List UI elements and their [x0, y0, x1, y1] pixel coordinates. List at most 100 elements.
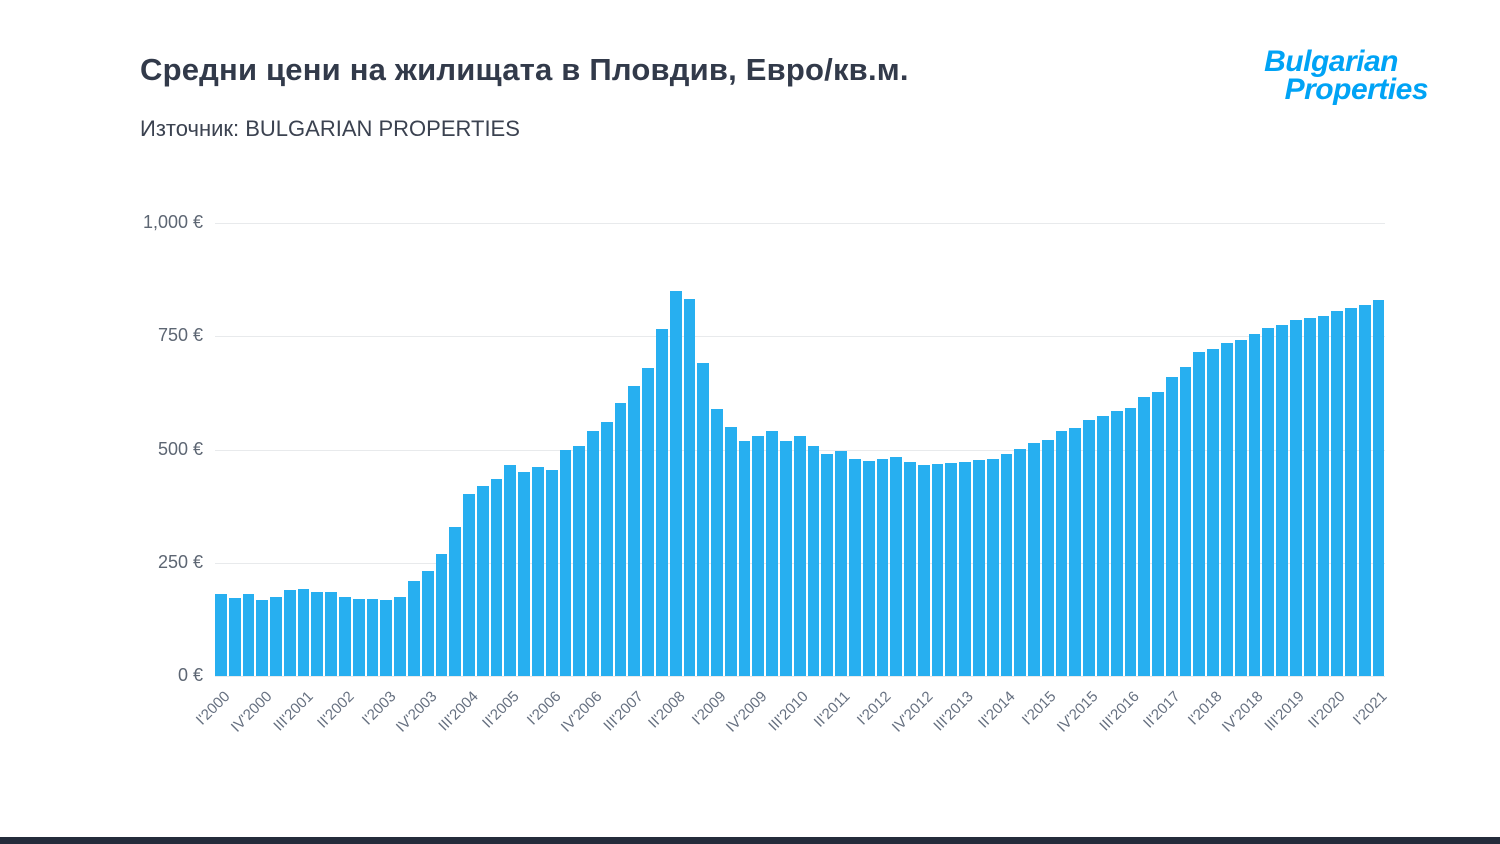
x-slot: I'2021 — [1350, 676, 1391, 771]
bar-IV'2014 — [1028, 442, 1040, 676]
bar-IV'2001 — [311, 592, 324, 676]
y-axis-label: 500 € — [157, 438, 203, 459]
bar-IV'2009 — [752, 435, 765, 676]
bar-IV'2017 — [1193, 352, 1206, 676]
bar-I'2010 — [766, 431, 779, 676]
bar-II'2013 — [945, 463, 958, 676]
bar-II'2015 — [1055, 431, 1068, 676]
x-slot: I'2012 — [854, 676, 895, 771]
bar-IV'2016 — [1138, 397, 1151, 676]
x-slot: II'2002 — [314, 676, 358, 771]
bar-I'2017 — [1152, 391, 1164, 676]
x-slot: III'2010 — [766, 676, 812, 771]
x-slot: II'2017 — [1140, 676, 1184, 771]
bar-I'2013 — [931, 464, 944, 676]
bar-II'2005 — [504, 465, 517, 676]
x-axis: I'2000 IV'2000 III'2001 II'2002 I'2003 IV'200… — [193, 676, 1391, 771]
bar-I'2011 — [821, 454, 834, 676]
bar-I'2016 — [1097, 415, 1109, 676]
x-slot: IV'2000 — [228, 676, 276, 771]
bar-IV'2013 — [972, 460, 985, 676]
x-slot — [683, 676, 697, 771]
gridline — [215, 223, 1385, 224]
x-slot: II'2005 — [479, 676, 523, 771]
bar-II'2007 — [614, 403, 627, 676]
footer-strip — [0, 837, 1500, 844]
bar-III'2010 — [793, 435, 806, 676]
x-slot — [1344, 676, 1358, 771]
gridline — [215, 336, 1385, 338]
bar-IV'2011 — [862, 460, 875, 676]
page-title: Средни цени на жилищата в Пловдив, Евро/… — [140, 52, 909, 87]
bar-IV'2002 — [366, 599, 379, 676]
bar-I'2020 — [1317, 315, 1330, 676]
x-slot: IV'2018 — [1219, 676, 1267, 771]
x-slot — [518, 676, 532, 771]
bar-chart: 1,000 € 750 € 500 € 250 € 0 € I'2000 IV'2000 I… — [143, 212, 1391, 771]
bar-IV'2008 — [697, 363, 710, 676]
x-slot: II'2014 — [975, 676, 1019, 771]
bar-II'2012 — [890, 457, 903, 676]
bar-III'2004 — [463, 493, 475, 676]
logo-line-2: Properties — [1284, 72, 1429, 106]
bar-I'2004 — [435, 553, 448, 676]
bar-II'2001 — [283, 589, 296, 676]
bar-II'2006 — [559, 449, 572, 676]
bar-IV'2007 — [642, 367, 654, 676]
bar-I'2000 — [215, 594, 227, 676]
x-slot: II'2008 — [645, 676, 689, 771]
x-slot: III'2001 — [270, 676, 316, 771]
x-slot: III'2016 — [1096, 676, 1142, 771]
bar-IV'2019 — [1303, 318, 1316, 676]
bar-II'2003 — [394, 596, 406, 676]
bar-IV'2006 — [587, 431, 599, 676]
bar-I'2008 — [656, 329, 668, 676]
bar-III'2012 — [904, 462, 916, 676]
gridline — [215, 676, 1385, 677]
bar-II'2016 — [1110, 411, 1123, 676]
y-axis-label: 0 € — [177, 665, 203, 686]
bar-II'2004 — [449, 526, 462, 676]
bar-III'2014 — [1014, 448, 1027, 676]
bar-II'2000 — [228, 598, 241, 676]
bar-II'2002 — [339, 596, 351, 676]
x-slot: II'2011 — [811, 676, 854, 771]
logo-line-1: Bulgarian — [1264, 45, 1398, 78]
bar-I'2002 — [325, 592, 338, 676]
bar-I'2001 — [270, 596, 282, 676]
x-slot — [353, 676, 367, 771]
bar-III'2018 — [1234, 339, 1247, 676]
chart-header: Средни цени на жилищата в Пловдив, Евро/… — [140, 52, 1040, 142]
bar-I'2003 — [380, 599, 393, 676]
bar-I'2021 — [1372, 300, 1385, 676]
bar-III'2007 — [628, 386, 641, 676]
bar-IV'2018 — [1248, 334, 1261, 676]
y-axis-label: 1,000 € — [142, 212, 203, 233]
x-slot: IV'2009 — [723, 676, 771, 771]
bar-IV'2015 — [1083, 420, 1095, 676]
bar-II'2014 — [1000, 454, 1013, 676]
bar-II'2011 — [835, 450, 847, 676]
bar-III'2005 — [518, 472, 530, 676]
bar-III'2019 — [1289, 320, 1302, 676]
bar-I'2019 — [1262, 328, 1275, 676]
bar-I'2018 — [1207, 348, 1220, 676]
bar-IV'2005 — [531, 466, 544, 676]
bar-III'2015 — [1069, 427, 1082, 676]
bar-I'2009 — [711, 408, 723, 676]
x-slot: II'2020 — [1305, 676, 1349, 771]
x-slot: III'2019 — [1261, 676, 1307, 771]
bar-III'2020 — [1345, 308, 1357, 676]
bar-III'2000 — [242, 594, 255, 676]
bar-IV'2003 — [421, 570, 434, 676]
bar-II'2017 — [1165, 377, 1178, 676]
bar-II'2009 — [724, 426, 737, 676]
y-axis-label: 750 € — [157, 325, 203, 346]
x-slot: IV'2015 — [1053, 676, 1101, 771]
bar-III'2008 — [683, 299, 696, 676]
bar-IV'2020 — [1358, 304, 1371, 676]
bar-III'2013 — [959, 461, 971, 676]
bar-I'2014 — [986, 458, 999, 676]
bar-III'2006 — [573, 445, 586, 676]
